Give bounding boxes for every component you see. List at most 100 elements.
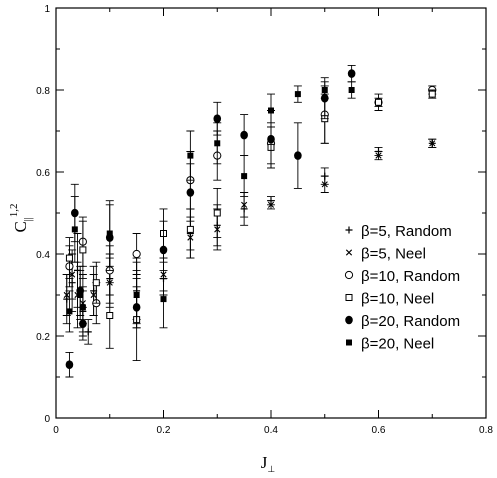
legend-label: β=20, Random <box>361 313 460 330</box>
data-point <box>375 152 382 159</box>
cross-marker <box>375 152 382 159</box>
data-point <box>375 98 382 106</box>
data-point <box>79 246 87 254</box>
data-point <box>66 308 73 315</box>
data-point <box>106 312 114 319</box>
y-tick-label: 0.6 <box>36 168 50 179</box>
cross-marker <box>345 249 353 256</box>
open-square-marker <box>65 254 73 262</box>
legend-marker <box>345 294 353 301</box>
data-point <box>65 254 73 262</box>
legend-item: β=5, Random <box>345 223 452 240</box>
filled-square-marker <box>79 304 86 311</box>
open-square-marker <box>106 312 114 319</box>
cross-marker <box>90 291 97 299</box>
y-axis-title: C||1,2 <box>8 203 34 232</box>
x-tick-label: 0.8 <box>479 425 493 436</box>
data-point <box>267 134 275 144</box>
filled-square-marker <box>241 173 248 180</box>
x-tick-label: 0.4 <box>264 425 278 436</box>
legend-item: β=5, Neel <box>345 246 426 263</box>
cross-marker <box>267 201 275 208</box>
y-axis-title-superscript: 1,2 <box>8 203 20 217</box>
filled-square-marker <box>348 87 355 93</box>
data-point <box>106 230 113 237</box>
data-point <box>429 140 436 147</box>
legend-marker <box>345 249 353 256</box>
filled-circle-marker <box>294 151 302 160</box>
data-point <box>348 87 355 93</box>
filled-square-marker <box>66 308 73 315</box>
filled-square-marker <box>214 140 221 147</box>
x-tick-label: 0.6 <box>372 425 386 436</box>
open-square-marker <box>79 246 87 254</box>
y-axis-title-main: C <box>11 221 30 232</box>
filled-circle-marker <box>213 114 222 123</box>
filled-square-marker <box>346 339 352 346</box>
data-point <box>77 292 84 298</box>
filled-square-marker <box>187 152 194 159</box>
cross-marker <box>241 201 248 208</box>
data-point <box>214 140 221 147</box>
legend-label: β=20, Neel <box>361 336 434 353</box>
data-point <box>186 188 195 197</box>
open-circle-marker <box>344 270 354 280</box>
data-point <box>268 107 274 114</box>
filled-circle-marker <box>240 130 248 140</box>
legend-label: β=10, Neel <box>361 291 434 308</box>
open-square-marker <box>375 98 382 106</box>
legend-label: β=10, Random <box>361 268 460 285</box>
data-point <box>347 69 356 78</box>
filled-square-marker <box>77 292 84 298</box>
data-point <box>240 130 248 140</box>
data-point <box>132 249 141 259</box>
y-tick-label: 0.8 <box>36 86 50 97</box>
filled-square-marker <box>106 230 113 237</box>
open-square-marker <box>92 279 100 287</box>
filled-square-marker <box>321 87 328 93</box>
filled-circle-marker <box>159 245 168 255</box>
data-point <box>267 201 275 208</box>
data-point <box>428 90 436 98</box>
open-circle-marker <box>132 249 141 259</box>
data-point <box>159 245 168 255</box>
data-point <box>160 296 167 303</box>
x-axis-title: J⊥ <box>261 453 276 474</box>
legend-item: β=10, Neel <box>345 291 434 308</box>
cross-marker <box>429 140 436 147</box>
data-point <box>69 271 76 278</box>
data-point <box>133 292 140 298</box>
data-point <box>71 226 78 233</box>
y-tick-label: 0.4 <box>36 250 50 261</box>
x-tick-label: 0 <box>53 425 59 436</box>
legend: β=5, Random β=5, Neel β=10, Random β=10, Ne… <box>344 223 460 353</box>
filled-circle-marker <box>65 360 74 370</box>
series-5 <box>65 64 356 378</box>
data-points <box>62 64 437 378</box>
data-point <box>294 91 301 98</box>
data-point <box>213 114 222 123</box>
data-point <box>187 152 194 159</box>
filled-square-marker <box>294 91 301 98</box>
filled-square-marker <box>268 107 274 114</box>
filled-circle-marker <box>186 188 195 197</box>
data-point <box>294 151 302 160</box>
legend-item: β=20, Random <box>345 313 460 330</box>
axis-ticks: 0 0.2 0.4 0.6 0.8 0 0.2 0.4 0.6 0.8 1 <box>36 4 493 436</box>
data-point <box>241 173 248 180</box>
data-point <box>321 87 328 93</box>
data-point <box>186 225 194 233</box>
filled-circle-marker <box>267 134 275 144</box>
filled-square-marker <box>160 296 167 303</box>
x-axis-title-main: J <box>261 453 268 472</box>
y-tick-label: 0.2 <box>36 332 50 343</box>
y-tick-label: 0 <box>44 414 50 425</box>
data-point <box>65 360 74 370</box>
data-point <box>321 181 328 188</box>
filled-circle-marker <box>347 69 356 78</box>
x-tick-label: 0.2 <box>157 425 171 436</box>
open-square-marker <box>345 294 353 301</box>
cross-marker <box>69 271 76 278</box>
cross-marker <box>63 291 70 299</box>
data-point <box>213 209 221 217</box>
